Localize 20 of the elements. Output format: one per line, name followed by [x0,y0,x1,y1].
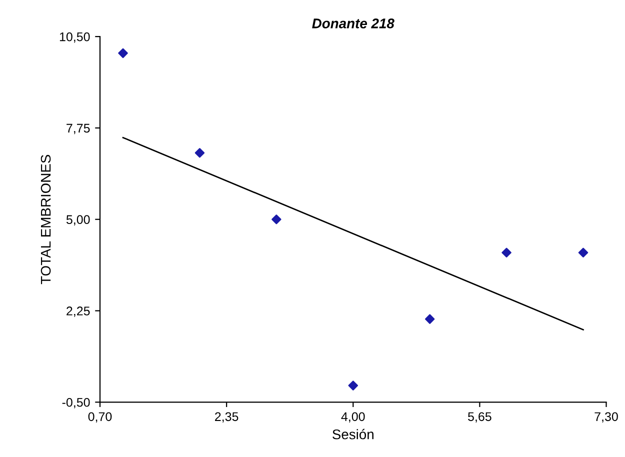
x-axis-title: Sesión [332,428,374,440]
x-tick-label: 4,00 [341,412,365,423]
y-tick-label: 10,50 [60,32,90,43]
point [348,380,358,390]
point [118,48,128,58]
point [272,214,282,224]
point [194,148,205,158]
chart-title: Donante 218 [312,18,394,28]
point [578,248,588,258]
point [424,314,435,324]
point [502,248,512,258]
y-axis-title: TOTAL EMBRIONES [40,154,51,284]
y-tick-label: 2,25 [66,306,90,317]
x-tick-label: 0,70 [88,412,112,423]
x-tick-label: 7,30 [594,412,618,423]
y-tick-label: -0,50 [62,398,90,408]
y-tick-label: 7,75 [66,124,90,134]
x-tick-label: 5,65 [468,412,492,423]
y-tick-label: 5,00 [66,215,90,226]
x-tick-label: 2,35 [215,412,238,423]
